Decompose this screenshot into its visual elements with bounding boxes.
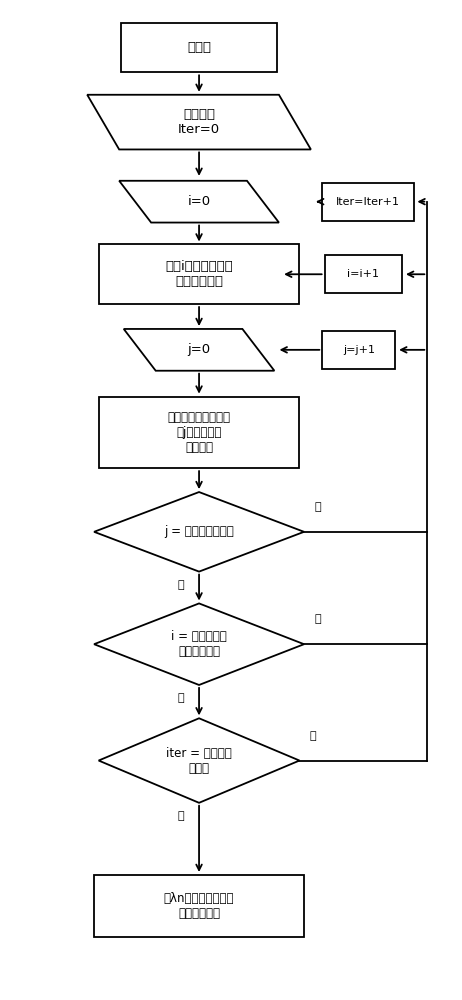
Text: 初始化: 初始化: [187, 41, 211, 54]
Text: 将λn值的符号位作为
译码结果输出: 将λn值的符号位作为 译码结果输出: [164, 892, 234, 920]
Polygon shape: [87, 95, 311, 149]
Text: 对第i组校验节点并
行地进行更新: 对第i组校验节点并 行地进行更新: [165, 260, 233, 288]
Text: j=j+1: j=j+1: [343, 345, 375, 355]
Polygon shape: [122, 23, 277, 72]
Text: 否: 否: [315, 614, 321, 624]
Polygon shape: [94, 603, 304, 685]
Polygon shape: [325, 255, 402, 293]
Polygon shape: [98, 397, 299, 468]
Text: i=0: i=0: [188, 195, 211, 208]
Text: i=i+1: i=i+1: [347, 269, 379, 279]
Polygon shape: [119, 181, 279, 223]
Text: 否: 否: [310, 731, 316, 741]
Polygon shape: [322, 183, 413, 221]
Text: j=0: j=0: [188, 343, 211, 356]
Text: 迭代次数
Iter=0: 迭代次数 Iter=0: [178, 108, 220, 136]
Polygon shape: [98, 244, 299, 304]
Text: 是: 是: [177, 693, 184, 703]
Text: 是: 是: [177, 580, 184, 590]
Text: i = 校验节点并
行处理的组数: i = 校验节点并 行处理的组数: [171, 630, 227, 658]
Text: 是: 是: [177, 811, 184, 821]
Polygon shape: [94, 875, 304, 937]
Text: Iter=Iter+1: Iter=Iter+1: [336, 197, 400, 207]
Text: iter = 最大迭代
次数？: iter = 最大迭代 次数？: [166, 747, 232, 775]
Polygon shape: [98, 718, 299, 803]
Text: 否: 否: [315, 502, 321, 512]
Polygon shape: [124, 329, 274, 371]
Text: j = 校验节点的度？: j = 校验节点的度？: [164, 525, 234, 538]
Polygon shape: [322, 331, 395, 369]
Text: 对校验节点所连接的
第j个变量节点
进行更新: 对校验节点所连接的 第j个变量节点 进行更新: [168, 411, 231, 454]
Polygon shape: [94, 492, 304, 572]
